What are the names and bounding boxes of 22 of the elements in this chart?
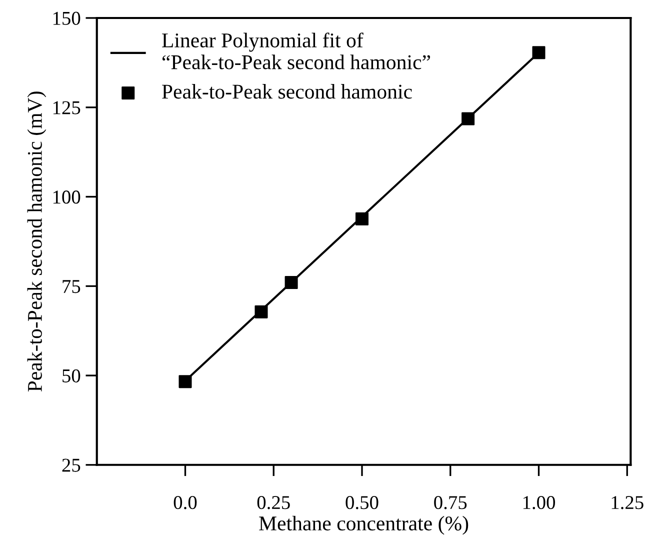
point	[355, 212, 369, 226]
x-axis-title: Methane concentrate (%)	[259, 516, 468, 535]
x-tick-label: 1.25	[612, 496, 644, 510]
x-tick-label: 0.25	[257, 496, 290, 510]
y-tick-label: 150	[53, 12, 80, 25]
point	[462, 112, 475, 126]
legend-label: Linear Polynomial fit of “Peak-to-Peak second hamonic”	[162, 32, 430, 70]
y-tick-label: 75	[62, 280, 80, 294]
y-tick-label: 125	[53, 101, 80, 114]
x-tick-label: 0.0	[174, 496, 197, 510]
point	[532, 46, 546, 60]
y-axis-title: Peak-to-Peak second hamonic (mV)	[27, 92, 46, 392]
point	[178, 375, 192, 388]
y-tick-label: 50	[62, 369, 80, 382]
point	[284, 276, 298, 290]
point	[254, 305, 268, 318]
x-tick-label: 1.00	[523, 496, 556, 510]
y-tick-label: 100	[53, 190, 80, 204]
y-tick-label: 25	[62, 458, 80, 472]
x-tick-label: 0.75	[434, 496, 467, 510]
x-tick-label: 0.50	[346, 496, 378, 510]
legend-label: Peak-to-Peak second hamonic	[162, 84, 412, 99]
